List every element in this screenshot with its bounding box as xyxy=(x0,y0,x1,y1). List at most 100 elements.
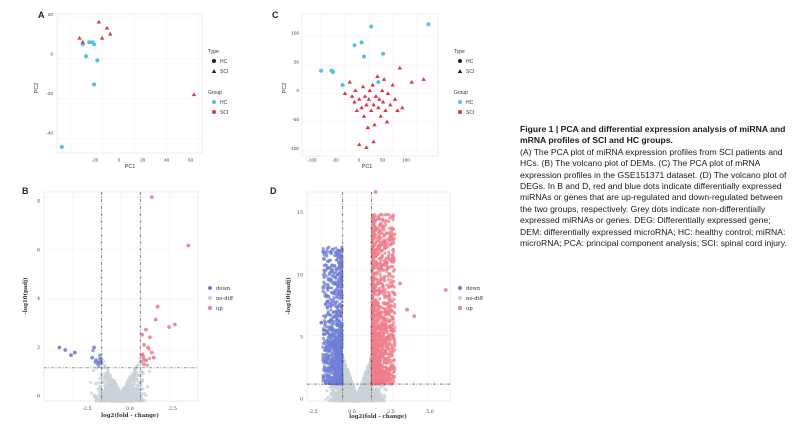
pca-a-ylabel: PC2 xyxy=(34,83,40,94)
pca-c-ytick-0: 100 xyxy=(291,30,299,35)
volcano-b-point-up-1 xyxy=(186,243,191,248)
pca-mirna-svg: -20 0 20 40 60 20 0 -20 -40 PC1 PC2 Type… xyxy=(34,12,228,170)
pca-c-point-sci-20 xyxy=(375,74,380,78)
volcano-b-point-bg-885 xyxy=(133,397,138,402)
volcano-b-point-bg-232 xyxy=(98,353,102,357)
pca-c-point-sci-25 xyxy=(380,99,386,104)
pca-c-ytick-2: 0 xyxy=(296,88,299,93)
volcano-b-point-bg-888 xyxy=(111,394,115,398)
pca-c-point-sci-37 xyxy=(364,145,369,149)
volcano-d-point-sig-1171 xyxy=(381,301,386,305)
pca-c-point-sci-7 xyxy=(359,105,364,110)
volcano-b-point-down-2 xyxy=(69,353,73,358)
pca-c-point-hc-10 xyxy=(426,22,431,27)
pca-a-point-hc-7 xyxy=(95,58,100,63)
volcano-b-point-bg-378 xyxy=(142,391,147,396)
pca-mrna-chart: -100 -50 0 50 100 100 50 0 -50 -100 PC1 … xyxy=(282,10,512,180)
volcano-d-point-bg-2567 xyxy=(362,391,366,395)
pca-c-point-sci-39 xyxy=(409,79,414,84)
volcano-d-point-sig-881 xyxy=(392,268,396,272)
volcano-b-point-bg-29 xyxy=(97,381,101,385)
volcano-d-point-sig-879 xyxy=(392,297,396,301)
volcano-d-point-sig-955 xyxy=(321,379,325,383)
pca-a-legend-type-title: Type xyxy=(208,49,219,55)
pca-a-point-hc-0 xyxy=(59,144,64,149)
volcano-d-point-bg-2520 xyxy=(362,376,366,380)
volcano-b-point-bg-81 xyxy=(91,348,95,353)
pca-c-point-hc-7 xyxy=(369,24,374,29)
pca-c-ytick-1: 50 xyxy=(294,59,300,64)
pca-c-point-sci-9 xyxy=(361,113,367,118)
volcano-d-point-bg-2590 xyxy=(348,398,352,403)
volcano-d-point-bg-2525 xyxy=(377,399,381,403)
pca-c-legend-group-hc: HC xyxy=(466,100,474,106)
volcano-d-point-bg-2220 xyxy=(331,386,335,390)
volcano-b-point-bg-894 xyxy=(124,398,129,403)
volcano-b-ytick-2: 4 xyxy=(37,296,40,302)
volcano-d-point-bg-2323 xyxy=(345,375,350,379)
volcano-d-point-bg-2533 xyxy=(360,395,364,399)
volcano-b-point-bg-899 xyxy=(123,388,128,392)
volcano-d-point-sig-1136 xyxy=(375,272,379,276)
volcano-d-point-sig-832 xyxy=(382,278,386,282)
pca-a-point-sci-0 xyxy=(77,35,82,40)
volcano-d-point-sig-1232 xyxy=(374,293,378,297)
pca-a-point-sci-3 xyxy=(99,35,105,40)
volcano-d-point-bg-2227 xyxy=(334,386,338,391)
volcano-d-point-bg-2480 xyxy=(365,365,370,369)
volcano-b-point-bg-895 xyxy=(105,376,110,380)
pca-c-xtick-4: 100 xyxy=(402,158,410,163)
volcano-d-point-sig-1159 xyxy=(387,226,392,230)
volcano-b-point-down-1 xyxy=(63,348,68,352)
volcano-d-point-sig-1168 xyxy=(325,254,329,258)
pca-c-point-sci-30 xyxy=(388,102,393,107)
volcano-d-point-bg-239 xyxy=(326,395,330,399)
pca-c-point-sci-0 xyxy=(342,91,348,96)
volcano-d-point-sig-1102 xyxy=(333,314,337,318)
volcano-d-point-bg-2540 xyxy=(360,387,364,392)
pca-c-point-sci-4 xyxy=(353,88,358,93)
volcano-b-point-up-4 xyxy=(167,325,172,329)
volcano-b-point-bg-875 xyxy=(131,393,136,397)
volcano-b-point-down-5 xyxy=(92,345,96,350)
volcano-d-point-bg-2405 xyxy=(349,379,354,384)
panel-label-b: B xyxy=(22,186,29,196)
volcano-d-point-sig-358 xyxy=(386,266,390,271)
volcano-b-xtick-1: 0.0 xyxy=(126,406,134,412)
volcano-d-point-bg-2191 xyxy=(336,390,340,394)
volcano-b-ytick-1: 2 xyxy=(37,345,40,351)
pca-c-point-sci-12 xyxy=(365,125,371,130)
pca-a-xtick-2: 20 xyxy=(140,158,146,163)
volcano-d-point-bg-1654 xyxy=(330,391,334,396)
pca-mirna-chart: -20 0 20 40 60 20 0 -20 -40 PC1 PC2 Type… xyxy=(10,10,250,180)
volcano-b-point-bg-869 xyxy=(116,393,121,397)
volcano-b-point-bg-570 xyxy=(100,388,104,393)
panel-label-c: C xyxy=(272,10,279,20)
pca-c-ytick-3: -50 xyxy=(292,117,299,122)
volcano-b-xtick-2: 2.5 xyxy=(169,406,177,412)
volcano-d-point-sig-803 xyxy=(382,263,386,267)
volcano-b-point-bg-26 xyxy=(145,363,149,367)
volcano-b-point-up-12 xyxy=(144,358,148,363)
volcano-b-point-up-8 xyxy=(147,335,152,340)
volcano-d-point-bg-2565 xyxy=(368,390,372,394)
volcano-b-point-bg-861 xyxy=(94,366,99,370)
volcano-d-point-sig-1028 xyxy=(386,274,390,278)
volcano-b-point-bg-575 xyxy=(99,372,103,376)
volcano-d-point-sig-1154 xyxy=(329,286,334,290)
volcano-b-point-bg-864 xyxy=(113,385,118,389)
pca-a-point-hc-5 xyxy=(92,42,97,47)
pca-a-ytick-1: 0 xyxy=(50,51,53,56)
volcano-d-point-sig-990 xyxy=(334,246,338,250)
volcano-b-point-bg-891 xyxy=(130,397,134,402)
volcano-b-legend-down: down xyxy=(216,286,231,292)
volcano-b-point-bg-819 xyxy=(100,391,105,396)
volcano-b-ytick-0: 0 xyxy=(37,394,40,400)
volcano-b-point-up-14 xyxy=(140,353,145,358)
volcano-d-point-sig-1163 xyxy=(387,290,391,295)
volcano-dem-svg: -2.5 0.0 2.5 0 2 4 6 8 log2(fold - chang… xyxy=(22,191,233,419)
volcano-b-point-bg-832 xyxy=(127,386,132,391)
pca-c-point-sci-40 xyxy=(421,77,426,81)
volcano-d-point-bg-2588 xyxy=(351,391,355,395)
volcano-b-legend-up-marker xyxy=(208,306,212,310)
